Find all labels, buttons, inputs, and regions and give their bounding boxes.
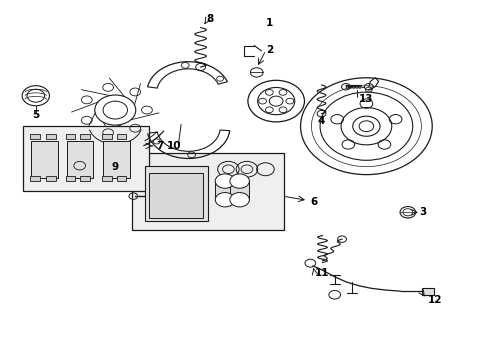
Text: 10: 10 bbox=[166, 141, 181, 151]
Bar bbox=[30, 176, 40, 181]
Text: 5: 5 bbox=[32, 111, 40, 121]
Circle shape bbox=[229, 174, 249, 188]
Text: 9: 9 bbox=[111, 162, 119, 172]
Bar bbox=[66, 140, 93, 178]
Text: 13: 13 bbox=[358, 94, 373, 104]
Bar bbox=[117, 134, 126, 139]
Bar bbox=[22, 126, 149, 191]
Bar bbox=[215, 181, 234, 200]
Bar bbox=[80, 176, 90, 181]
Text: 7: 7 bbox=[157, 141, 164, 151]
Bar bbox=[117, 176, 126, 181]
Text: 12: 12 bbox=[427, 295, 441, 305]
Bar bbox=[132, 153, 283, 230]
Text: 3: 3 bbox=[418, 207, 426, 217]
Bar bbox=[65, 134, 75, 139]
Bar bbox=[421, 288, 433, 295]
Bar bbox=[229, 181, 249, 200]
Bar bbox=[102, 176, 112, 181]
Bar bbox=[144, 166, 207, 221]
Bar bbox=[102, 134, 112, 139]
Bar bbox=[31, 140, 58, 178]
Text: 6: 6 bbox=[310, 197, 317, 207]
Circle shape bbox=[215, 193, 234, 207]
Text: 11: 11 bbox=[315, 268, 329, 278]
Bar bbox=[149, 173, 203, 218]
Bar bbox=[30, 134, 40, 139]
Text: 8: 8 bbox=[206, 14, 214, 24]
Bar bbox=[103, 140, 130, 178]
Text: 2: 2 bbox=[265, 45, 273, 55]
Text: 4: 4 bbox=[317, 116, 325, 126]
Bar bbox=[65, 176, 75, 181]
Circle shape bbox=[229, 193, 249, 207]
Text: 1: 1 bbox=[265, 18, 273, 28]
Bar bbox=[46, 176, 56, 181]
Circle shape bbox=[215, 174, 234, 188]
Bar bbox=[46, 134, 56, 139]
Bar bbox=[80, 134, 90, 139]
